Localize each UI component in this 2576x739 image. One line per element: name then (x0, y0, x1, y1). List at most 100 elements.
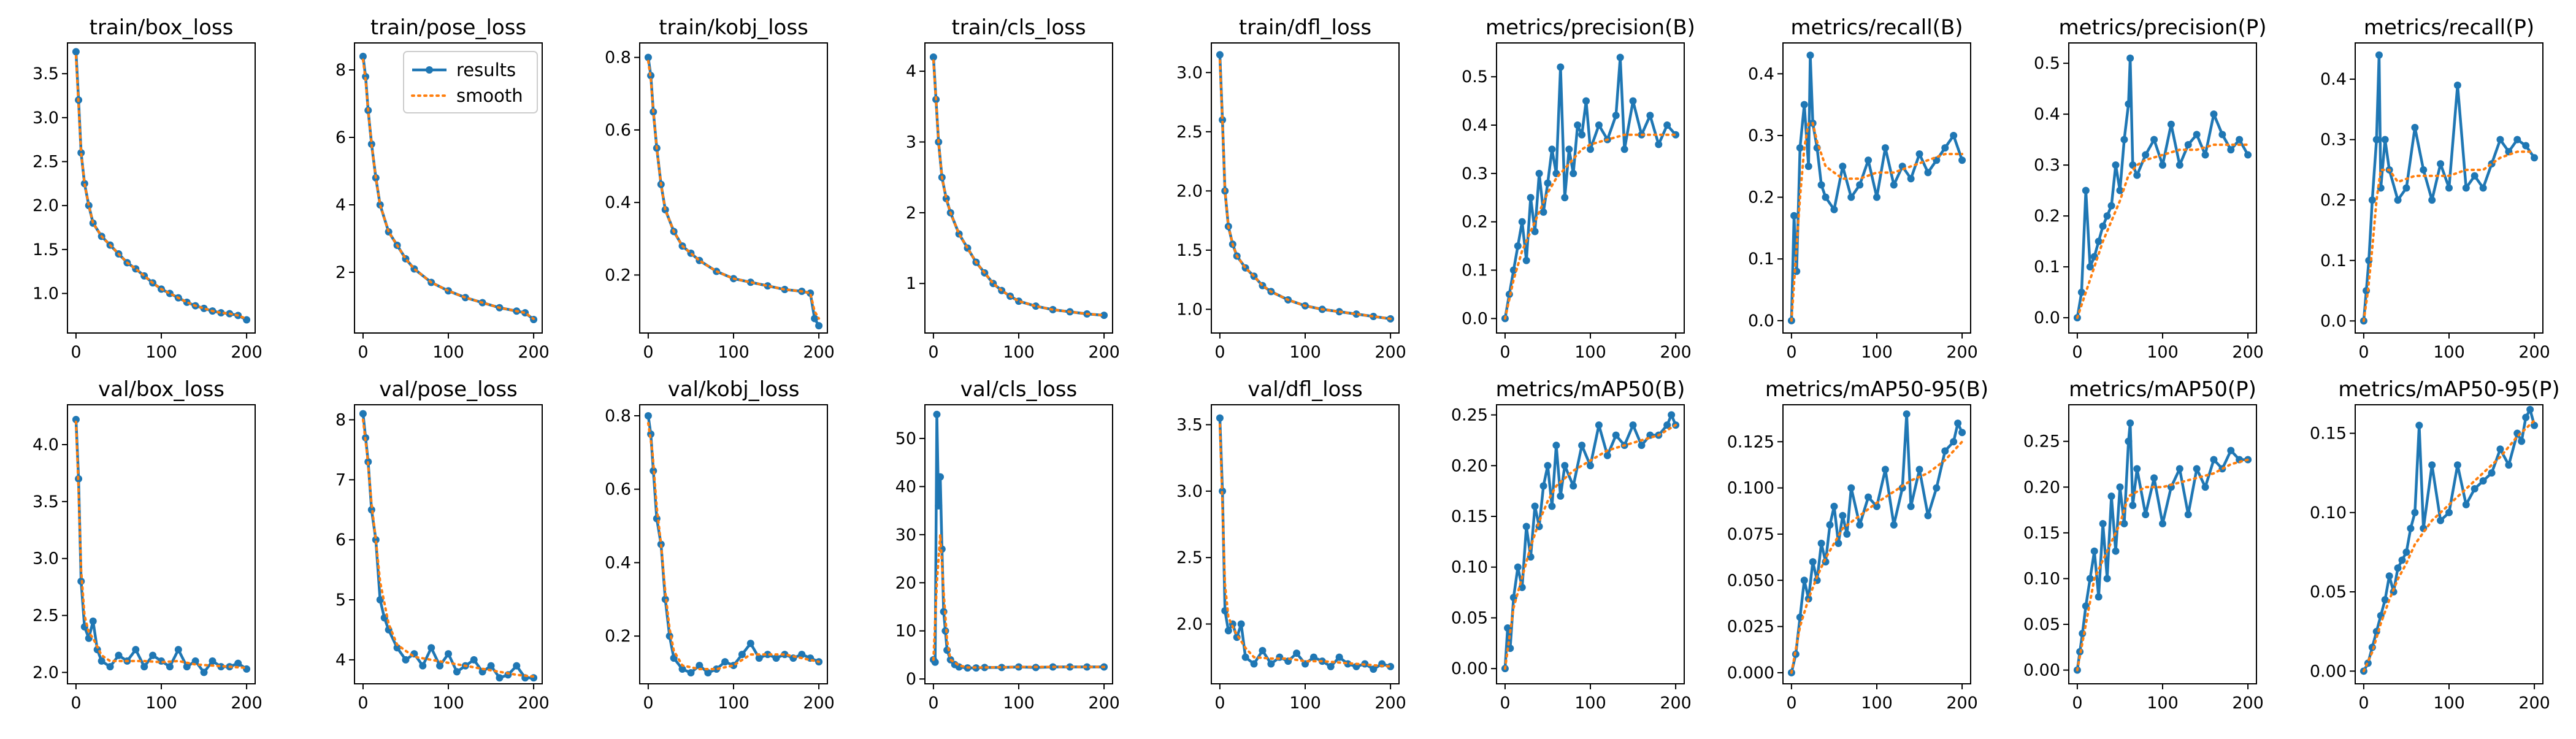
results-point (2210, 110, 2218, 118)
results-point (2381, 136, 2389, 144)
subplot-7: metrics/recall(B) 0 100 200 0.0 0.1 0.2 0.3 0.4 (1748, 15, 1978, 362)
smooth-line (1218, 423, 1392, 668)
y-tick-label: 0.4 (2320, 70, 2347, 89)
y-tick-label: 1.5 (33, 240, 59, 259)
y-tick-label: 4 (335, 651, 346, 670)
results-point (1219, 116, 1227, 124)
results-line (932, 413, 1105, 670)
y-tick-label: 0.075 (1727, 525, 1774, 544)
results-point (2201, 483, 2209, 491)
y-tick-label: 6 (335, 530, 346, 549)
results-point (2103, 575, 2111, 583)
y-tick-label: 40 (895, 477, 916, 496)
results-point (935, 502, 943, 510)
results-point (1873, 502, 1880, 510)
results-point (72, 416, 80, 424)
x-tick-label: 200 (1660, 343, 1692, 362)
y-tick-label: 2.5 (33, 607, 59, 626)
results-point (2415, 421, 2423, 429)
results-point (1834, 539, 1842, 547)
x-tick-label: 100 (718, 343, 749, 362)
results-point (2462, 184, 2470, 192)
results-point (772, 654, 780, 662)
results-point (1800, 576, 1808, 584)
results-point (1954, 419, 1962, 427)
y-tick-label: 0.3 (1748, 126, 1774, 145)
smooth-line (932, 534, 1106, 669)
y-tick-label: 2.0 (33, 196, 59, 215)
results-point (1250, 660, 1258, 668)
x-tick-label: 0 (2072, 694, 2082, 713)
results-point (106, 663, 114, 671)
results-point (1595, 121, 1603, 129)
results-point (2394, 564, 2402, 572)
results-point (1032, 302, 1040, 310)
subplot-9: metrics/recall(P) 0 100 200 0.0 0.1 0.2 0.3 0.4 (2320, 15, 2550, 362)
results-point (2125, 437, 2133, 445)
results-point (933, 410, 941, 418)
results-point (644, 412, 652, 419)
x-tick-label: 0 (2358, 343, 2369, 362)
x-tick-label: 0 (358, 694, 368, 713)
results-point (1216, 414, 1224, 422)
results-point (243, 665, 251, 673)
results-point (1796, 144, 1804, 152)
y-tick-label: 0.1 (2034, 258, 2060, 277)
subplot-2: train/pose_loss 0 100 200 2 4 6 8 results smooth (335, 15, 550, 362)
results-point (209, 657, 217, 665)
y-tick-label: 3.5 (33, 492, 59, 511)
axes-frame (2068, 404, 2257, 684)
smooth-line (646, 59, 821, 320)
results-point (937, 473, 945, 481)
y-tick-label: 0.2 (2034, 207, 2060, 226)
results-point (815, 322, 823, 330)
results-point (2368, 196, 2376, 204)
results-line (1503, 413, 1677, 669)
x-tick-label: 0 (928, 694, 938, 713)
y-tick-label: 0.0 (1462, 309, 1488, 328)
results-line (2076, 56, 2250, 318)
results-point (2095, 237, 2103, 245)
results-point (1865, 493, 1873, 501)
y-tick-label: 0.000 (1727, 664, 1774, 683)
x-tick-label: 100 (1574, 694, 1606, 713)
results-point (2522, 413, 2530, 421)
results-point (1890, 181, 1898, 189)
y-tick-label: 0.2 (605, 266, 631, 285)
results-point (998, 664, 1006, 672)
x-tick-label: 100 (2433, 694, 2465, 713)
smooth-line (2076, 458, 2250, 672)
results-point (372, 536, 380, 544)
results-point (1587, 462, 1594, 470)
results-point (2120, 136, 2128, 144)
axes-frame (1211, 404, 1400, 684)
results-point (1603, 451, 1611, 459)
results-point (2086, 263, 2094, 271)
subplot-title: val/kobj_loss (668, 377, 800, 402)
results-point (470, 656, 478, 664)
x-tick-label: 200 (1374, 694, 1406, 713)
y-tick-label: 0.1 (2320, 251, 2347, 270)
smooth-line (74, 55, 248, 321)
y-tick-label: 7 (335, 470, 346, 489)
results-point (2103, 212, 2111, 220)
smooth-line (1218, 59, 1392, 320)
results-point (72, 48, 80, 56)
subplot-6: metrics/precision(B) 0 100 200 0.0 0.1 0.2 0.3 0… (1462, 15, 1695, 362)
results-point (798, 651, 806, 659)
results-point (2227, 446, 2235, 454)
results-point (1570, 482, 1577, 490)
y-tick-label: 0 (906, 670, 916, 689)
results-point (1655, 140, 1663, 148)
y-tick-label: 0.0 (2320, 312, 2347, 331)
results-point (746, 640, 754, 648)
results-point (1276, 653, 1284, 661)
results-point (1800, 101, 1808, 109)
results-point (1531, 228, 1539, 235)
results-point (1552, 442, 1560, 450)
results-point (2407, 524, 2415, 532)
x-tick-label: 0 (1214, 343, 1225, 362)
subplot-15: metrics/mAP50(B) 0 100 200 0.00 0.05 0.10 0.15 0… (1451, 377, 1692, 713)
results-point (1066, 663, 1074, 671)
y-tick-label: 10 (895, 622, 916, 641)
